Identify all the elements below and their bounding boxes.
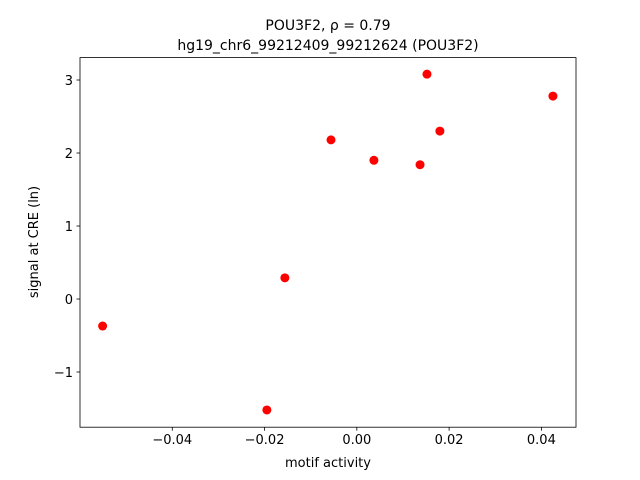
- point: [369, 155, 379, 165]
- point: [422, 69, 432, 79]
- point: [435, 126, 445, 136]
- point: [548, 91, 558, 101]
- x-tick-label: 0.00: [342, 433, 371, 448]
- x-tick-label: 0.02: [435, 433, 464, 448]
- y-axis-label: signal at CRE (ln): [27, 186, 42, 298]
- y-tick-label: 1: [65, 220, 73, 235]
- point: [98, 321, 108, 331]
- point: [280, 273, 290, 283]
- point: [415, 160, 425, 170]
- chart-title: POU3F2, ρ = 0.79: [265, 18, 390, 34]
- y-tick-label: 0: [65, 293, 73, 308]
- chart-subtitle: hg19_chr6_99212409_99212624 (POU3F2): [177, 38, 478, 54]
- x-tick-label: 0.04: [527, 433, 556, 448]
- y-tick-label: −1: [54, 366, 73, 381]
- y-tick-label: 2: [65, 147, 73, 162]
- point: [262, 405, 272, 415]
- axes-frame: [79, 57, 577, 428]
- x-tick-label: −0.02: [245, 433, 285, 448]
- x-axis-label: motif activity: [285, 456, 371, 471]
- point: [326, 135, 336, 145]
- y-tick-label: 3: [65, 74, 73, 89]
- x-tick-label: −0.04: [152, 433, 192, 448]
